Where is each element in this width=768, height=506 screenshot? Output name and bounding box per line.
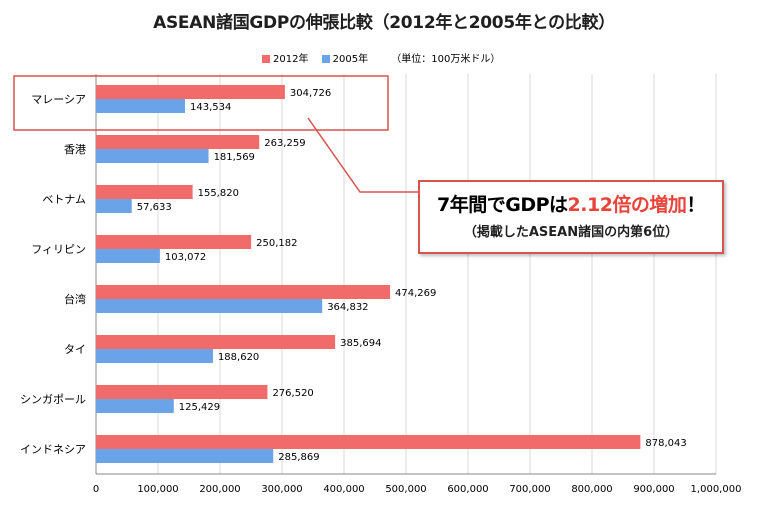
x-tick-label: 0 [93, 484, 99, 495]
callout-main-text: 7年間でGDPは2.12倍の増加！ [420, 190, 722, 217]
bar-2012年 [96, 85, 285, 99]
callout-text-part1: 7年間でGDPは [437, 194, 568, 216]
bar-2012年 [96, 185, 193, 199]
callout-text-part2: ！ [686, 194, 705, 216]
category-label: マレーシア [31, 93, 86, 106]
bar-2005年 [96, 299, 323, 313]
bar-2005年 [96, 149, 209, 163]
bar-2005年 [96, 249, 160, 263]
data-label: 364,832 [327, 302, 368, 313]
x-tick-label: 500,000 [385, 484, 426, 495]
data-label: 125,429 [179, 402, 220, 413]
category-label: タイ [64, 343, 86, 356]
data-label: 474,269 [395, 288, 436, 299]
x-tick-label: 200,000 [199, 484, 240, 495]
bar-2005年 [96, 349, 213, 363]
bar-2012年 [96, 385, 268, 399]
data-label: 155,820 [198, 188, 239, 199]
bar-2005年 [96, 449, 274, 463]
bar-2012年 [96, 135, 260, 149]
data-label: 181,569 [214, 152, 255, 163]
legend-swatch-2012 [262, 55, 270, 63]
bar-2012年 [96, 435, 641, 449]
legend-swatch-2005 [321, 55, 330, 63]
chart-title: ASEAN諸国GDPの伸張比較（2012年と2005年との比較） [153, 13, 615, 33]
category-label: インドネシア [20, 443, 86, 456]
category-label: フィリピン [31, 243, 86, 256]
data-label: 188,620 [218, 352, 259, 363]
callout-connector [307, 117, 418, 193]
highlight-box [13, 75, 389, 131]
bar-2012年 [96, 235, 252, 249]
x-tick-label: 1,000,000 [691, 484, 742, 495]
data-label: 143,534 [190, 102, 231, 113]
legend: 2012年 2005年 （単位：100万米ドル） [262, 50, 500, 65]
bar-2005年 [96, 399, 174, 413]
callout-highlight: 2.12倍の増加 [567, 194, 687, 216]
data-label: 385,694 [340, 338, 381, 349]
category-label: シンガポール [20, 393, 86, 406]
category-label: 香港 [64, 143, 86, 156]
bar-2012年 [96, 335, 336, 349]
x-tick-label: 700,000 [509, 484, 550, 495]
callout-box: 7年間でGDPは2.12倍の増加！ （掲載したASEAN諸国の内第6位） [418, 180, 724, 254]
legend-label-2005: 2005年 [332, 54, 369, 65]
bar-2012年 [96, 285, 391, 299]
data-label: 285,869 [278, 452, 319, 463]
legend-label-2012: 2012年 [273, 54, 309, 65]
x-tick-label: 600,000 [447, 484, 488, 495]
x-tick-label: 900,000 [633, 484, 674, 495]
data-label: 304,726 [290, 88, 331, 99]
data-label: 103,072 [165, 252, 206, 263]
category-label: 台湾 [64, 292, 86, 306]
data-label: 57,633 [137, 202, 172, 213]
unit-note: （単位：100万米ドル） [391, 54, 501, 65]
data-label: 878,043 [645, 438, 686, 449]
x-tick-label: 800,000 [571, 484, 612, 495]
category-label: ベトナム [42, 193, 86, 206]
x-tick-label: 300,000 [261, 484, 302, 495]
data-label: 263,259 [264, 138, 305, 149]
data-label: 250,182 [256, 238, 297, 249]
callout-sub-text: （掲載したASEAN諸国の内第6位） [463, 225, 679, 240]
x-tick-label: 100,000 [137, 484, 178, 495]
x-tick-label: 400,000 [323, 484, 364, 495]
data-label: 276,520 [272, 388, 313, 399]
bar-2005年 [96, 199, 132, 213]
legend-item-2005: 2005年 [321, 50, 369, 65]
legend-item-2012: 2012年 [262, 50, 308, 65]
bar-2005年 [96, 99, 185, 113]
